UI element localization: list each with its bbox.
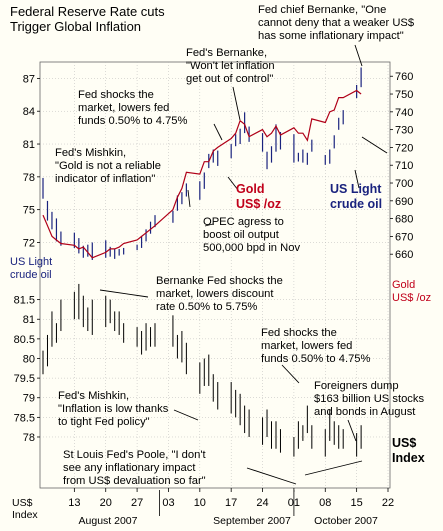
annotation-connector bbox=[213, 123, 223, 141]
usd-tick-label: 81 bbox=[23, 314, 35, 326]
annotation-connector bbox=[204, 223, 214, 227]
annotation-mishkin-inflation-low: Fed's Mishkin, "Inflation is low thanks … bbox=[58, 390, 169, 428]
annotation-connector bbox=[354, 44, 363, 67]
gold-tick-label: 660 bbox=[395, 249, 413, 261]
x-tick-label: 15 bbox=[351, 497, 363, 509]
x-tick-label: 17 bbox=[225, 497, 237, 509]
annotation-connector bbox=[227, 176, 239, 191]
oil-tick-label: 84 bbox=[23, 106, 35, 118]
x-tick-label: 22 bbox=[382, 497, 394, 509]
gold-tick-label: 760 bbox=[395, 71, 413, 83]
annotation-bernanke-weaker-usd: Fed chief Bernanke, "One cannot deny tha… bbox=[258, 4, 415, 42]
annotation-opec: OPEC agress to boost oil output 500,000 … bbox=[203, 216, 301, 254]
annotation-foreigners-dump: Foreigners dump $163 billion US stocks a… bbox=[314, 380, 425, 418]
usd-tick-label: 80.5 bbox=[14, 334, 35, 346]
gold-tick-label: 690 bbox=[395, 196, 413, 208]
gold-axis-label: Gold US$ /oz bbox=[392, 279, 432, 304]
annotation-connector bbox=[173, 409, 199, 421]
annotation-connector bbox=[232, 86, 241, 121]
oil-tick-label: 72 bbox=[23, 237, 35, 249]
usd-tick-label: 79.5 bbox=[14, 373, 35, 385]
gold-tick-label: 710 bbox=[395, 160, 413, 172]
x-month-label: September 2007 bbox=[213, 515, 291, 527]
gold-tick-label: 750 bbox=[395, 89, 413, 101]
x-tick-label: 27 bbox=[131, 497, 143, 509]
usd-tick-label: 80 bbox=[23, 353, 35, 365]
chart-title: Federal Reserve Rate cuts Trigger Global… bbox=[10, 4, 165, 34]
annotation-connector bbox=[281, 364, 300, 384]
oil-axis-label: US Light crude oil bbox=[10, 256, 53, 281]
x-month-label: October 2007 bbox=[314, 515, 378, 527]
usd-tick-label: 79 bbox=[23, 393, 35, 405]
usd-index-axis-label: US$ Index bbox=[12, 497, 38, 521]
annotation-connector bbox=[354, 169, 360, 189]
gold-tick-label: 700 bbox=[395, 178, 413, 190]
gold-tick-label: 670 bbox=[395, 231, 413, 243]
usd-tick-label: 78 bbox=[23, 432, 35, 444]
annotation-mishkin-gold: Fed's Mishkin, "Gold is not a reliable i… bbox=[55, 147, 161, 185]
annotation-poole: St Louis Fed's Poole, "I don't see any i… bbox=[63, 449, 206, 487]
x-tick-label: 20 bbox=[100, 497, 112, 509]
gold-series-label: Gold US$ /oz bbox=[236, 182, 282, 211]
usd-tick-label: 81.5 bbox=[14, 295, 35, 307]
gold-line bbox=[42, 89, 362, 259]
x-tick-label: 13 bbox=[68, 497, 80, 509]
x-month-label: August 2007 bbox=[79, 515, 138, 527]
annotation-connector bbox=[246, 467, 297, 485]
oil-tick-label: 87 bbox=[23, 73, 35, 85]
annotation-connector bbox=[99, 289, 149, 298]
annotation-connector bbox=[361, 136, 388, 154]
x-tick-label: 10 bbox=[194, 497, 206, 509]
oil-tick-label: 81 bbox=[23, 139, 35, 151]
annotation-connector bbox=[187, 189, 191, 208]
annotation-fed-shocks-upper: Fed shocks the market, lowers fed funds … bbox=[78, 89, 188, 127]
oil-tick-label: 78 bbox=[23, 172, 35, 184]
gold-tick-label: 680 bbox=[395, 214, 413, 226]
gold-tick-label: 720 bbox=[395, 142, 413, 154]
usd-tick-label: 78.5 bbox=[14, 412, 35, 424]
gold-tick-label: 740 bbox=[395, 107, 413, 119]
annotation-fed-shocks-lower: Fed shocks the market, lowers fed funds … bbox=[261, 327, 371, 365]
x-tick-label: 08 bbox=[319, 497, 331, 509]
oil-tick-label: 75 bbox=[23, 205, 35, 217]
usd-index-series-label: US$ Index bbox=[392, 436, 425, 465]
annotation-connector bbox=[304, 460, 363, 476]
annotation-discount-rate: Bernanke Fed shocks the market, lowers d… bbox=[156, 275, 283, 313]
plot-frame bbox=[39, 61, 391, 489]
annotation-connector bbox=[347, 419, 357, 442]
oil-series-label: US Light crude oil bbox=[330, 182, 383, 211]
x-tick-label: 03 bbox=[162, 497, 174, 509]
x-tick-label: 24 bbox=[256, 497, 268, 509]
annotation-bernanke-inflation: Fed's Bernanke, "Won't let inflation get… bbox=[186, 47, 275, 85]
gold-tick-label: 730 bbox=[395, 125, 413, 137]
